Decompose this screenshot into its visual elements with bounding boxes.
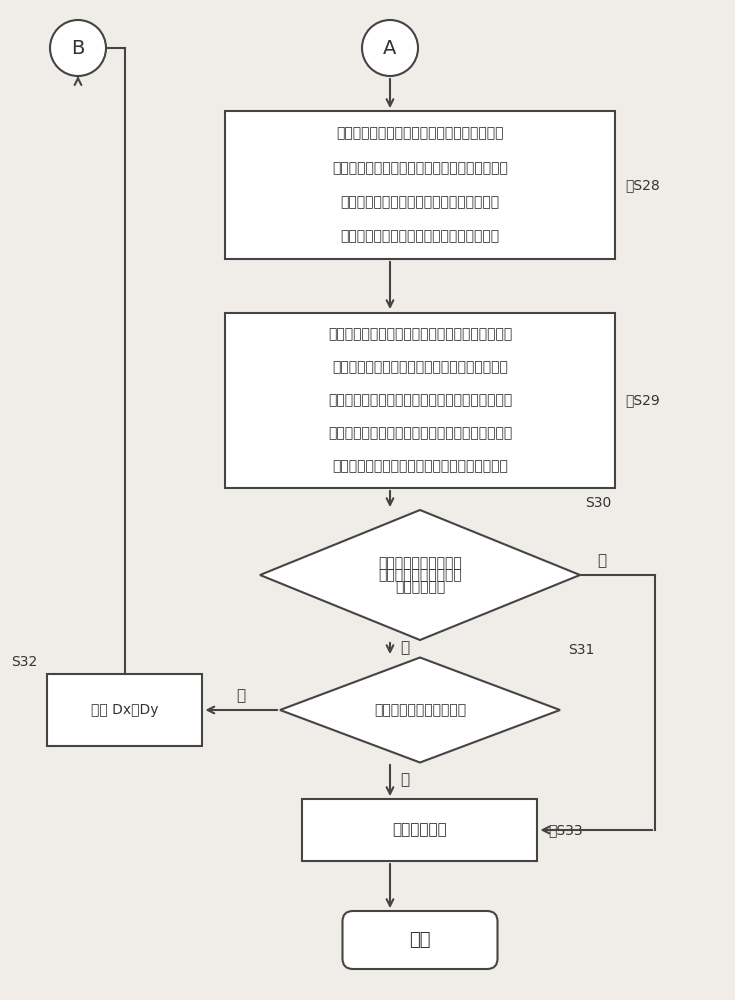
Text: 误差值进一步校正该移动模块的移动距离．: 误差值进一步校正该移动模块的移动距离．	[340, 230, 500, 244]
FancyBboxPatch shape	[48, 674, 203, 746]
Text: 完成: 完成	[409, 931, 431, 949]
Text: 以使该触摸显示面板显示一该标记，由该转换关系: 以使该触摸显示面板显示一该标记，由该转换关系	[328, 393, 512, 407]
Text: ～S33: ～S33	[548, 823, 583, 837]
Text: 计算出将该标记移动至该图像的中心所需的该移动: 计算出将该标记移动至该图像的中心所需的该移动	[328, 426, 512, 440]
Text: 模块的移动量，并将该移动模块移动该移动量．: 模块的移动量，并将该移动模块移动该移动量．	[332, 459, 508, 473]
Circle shape	[50, 20, 106, 76]
Text: 清除该触摸显示面板所显示的多个该标记，移动该: 清除该触摸显示面板所显示的多个该标记，移动该	[328, 327, 512, 341]
Text: ～S29: ～S29	[625, 393, 660, 407]
FancyBboxPatch shape	[343, 911, 498, 969]
Text: S32: S32	[11, 655, 37, 669]
Text: 缩小 Dx、Dy: 缩小 Dx、Dy	[91, 703, 159, 717]
Text: 的误差所致的该转换关系的误差值，并以该: 的误差所致的该转换关系的误差值，并以该	[340, 195, 500, 209]
Text: S31: S31	[568, 643, 595, 657]
Circle shape	[362, 20, 418, 76]
FancyBboxPatch shape	[225, 111, 615, 259]
Text: 已重新校正次数＝预设值: 已重新校正次数＝预设值	[374, 703, 466, 717]
Text: 否: 否	[237, 688, 245, 704]
Polygon shape	[280, 658, 560, 762]
Text: 中心间的距离是否在可: 中心间的距离是否在可	[378, 568, 462, 582]
Text: 判断该标记与该图像的: 判断该标记与该图像的	[378, 556, 462, 570]
FancyBboxPatch shape	[303, 799, 537, 861]
Text: A: A	[384, 38, 397, 57]
Text: B: B	[71, 38, 85, 57]
FancyBboxPatch shape	[225, 312, 615, 488]
Text: 从该碰触单元的位置与转换后的该碰触单元的: 从该碰触单元的位置与转换后的该碰触单元的	[336, 126, 503, 140]
Text: ～S28: ～S28	[625, 178, 660, 192]
Text: 是: 是	[598, 554, 606, 568]
Text: S30: S30	[585, 496, 612, 510]
Polygon shape	[260, 510, 580, 640]
Text: 移动模块并使该碰触单元按压该触摸显示面板，: 移动模块并使该碰触单元按压该触摸显示面板，	[332, 360, 508, 374]
Text: 是: 是	[401, 772, 409, 788]
Text: 位置来计算出该碰触单元与取像单元的相对关系: 位置来计算出该碰触单元与取像单元的相对关系	[332, 161, 508, 175]
Text: 否: 否	[401, 641, 409, 656]
Text: 发出提醒讯息: 发出提醒讯息	[392, 822, 448, 838]
Text: 接受的范围内: 接受的范围内	[395, 580, 445, 594]
